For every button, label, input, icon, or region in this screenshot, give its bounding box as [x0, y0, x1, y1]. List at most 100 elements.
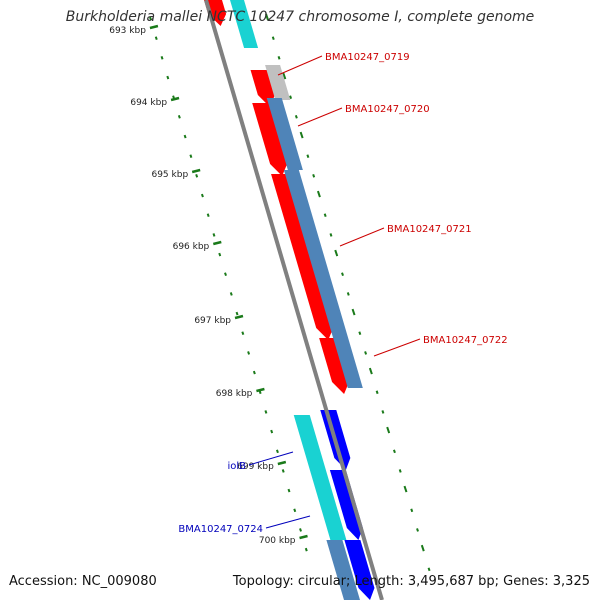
outer-tick: [410, 508, 414, 513]
cds-cyan: [230, 0, 259, 48]
outer-tick: [289, 95, 293, 100]
cds-steel: [283, 170, 363, 388]
ruler-minor-tick: [195, 174, 199, 178]
ruler-major-tick: [191, 168, 201, 174]
outer-tick: [427, 567, 431, 572]
outer-tick: [386, 426, 391, 434]
outer-tick: [351, 308, 356, 316]
ruler-minor-tick: [177, 115, 181, 119]
outer-tick: [294, 115, 298, 119]
outer-tick: [299, 131, 304, 139]
ruler-minor-tick: [235, 311, 239, 316]
backbone-line: [204, 0, 384, 600]
ruler-minor-tick: [304, 547, 308, 552]
ruler-label: 699 kbp: [237, 462, 274, 472]
ruler-minor-tick: [252, 370, 256, 375]
ruler-label: 695 kbp: [151, 170, 188, 180]
ruler-major-tick: [234, 314, 244, 320]
ruler-label: 696 kbp: [173, 242, 210, 252]
ruler-minor-tick: [200, 193, 204, 198]
ruler-label: 693 kbp: [109, 26, 146, 36]
ruler-minor-tick: [275, 449, 279, 454]
ruler-minor-tick: [241, 331, 245, 336]
ruler-major-tick: [256, 387, 265, 393]
outer-tick: [265, 13, 269, 21]
accession-text: Accession: NC_009080: [9, 574, 157, 589]
ruler-minor-tick: [247, 351, 251, 355]
gene-forward-red: [250, 70, 275, 107]
cds-cyan: [293, 415, 347, 540]
outer-tick: [375, 390, 379, 395]
outer-tick: [346, 292, 350, 296]
ruler-minor-tick: [270, 429, 274, 434]
gene-label-BMA10247_0719[interactable]: BMA10247_0719: [325, 52, 410, 63]
gene-label-BMA10247_0720[interactable]: BMA10247_0720: [345, 104, 430, 115]
ruler-minor-tick: [189, 154, 193, 159]
outer-tick: [358, 331, 362, 336]
cds-grey: [265, 65, 291, 100]
outer-tick: [392, 449, 396, 454]
outer-tick: [316, 190, 321, 198]
outer-tick: [323, 213, 327, 218]
outer-tick: [334, 249, 339, 257]
ruler-major-tick: [299, 534, 308, 540]
callout-line: [248, 451, 294, 466]
outer-tick: [271, 36, 275, 40]
ruler-minor-tick: [149, 16, 152, 21]
outer-tick: [368, 367, 373, 375]
outer-tick: [329, 233, 333, 237]
ruler-minor-tick: [154, 36, 158, 40]
gene-forward-red: [319, 338, 350, 394]
gene-label-BMA10247_0722[interactable]: BMA10247_0722: [423, 335, 508, 346]
gene-features: [204, 0, 375, 600]
ruler-minor-tick: [183, 134, 187, 139]
outer-ticks: [265, 13, 431, 572]
outer-tick: [306, 154, 310, 159]
outer-tick: [420, 544, 425, 552]
gene-callouts: BMA10247_0719 BMA10247_0720 BMA10247_0721 B…: [178, 52, 507, 535]
ruler-minor-tick: [160, 56, 164, 60]
outer-tick: [341, 272, 344, 277]
cds-steel: [326, 540, 360, 600]
ruler-minor-tick: [166, 75, 170, 80]
gene-forward-red: [271, 174, 334, 340]
callout-line: [297, 107, 343, 127]
ruler-minor-tick: [299, 528, 302, 532]
outer-tick: [381, 410, 385, 414]
ruler-major-tick: [212, 240, 222, 246]
outer-tick: [364, 351, 368, 355]
gene-reverse-blue: [344, 540, 375, 600]
summary-text: Topology: circular; Length: 3,495,687 bp…: [232, 574, 590, 589]
ruler-minor-tick: [293, 508, 297, 513]
gene-forward-red: [252, 103, 288, 176]
outer-tick: [312, 174, 316, 178]
outer-tick: [277, 56, 281, 60]
minor-ticks: [149, 16, 308, 552]
gene-label-iolB[interactable]: iolB: [227, 461, 246, 472]
gene-label-BMA10247_0721[interactable]: BMA10247_0721: [387, 224, 472, 235]
ruler-minor-tick: [287, 488, 291, 493]
ruler-major-tick: [170, 96, 180, 102]
callout-line: [373, 338, 421, 357]
cds-steel: [266, 98, 303, 170]
outer-tick: [416, 528, 419, 532]
ruler-label: 700 kbp: [259, 536, 296, 546]
ruler-minor-tick: [212, 233, 216, 237]
ruler-minor-tick: [206, 213, 210, 218]
ruler-label: 697 kbp: [194, 316, 231, 326]
ruler-major-tick: [277, 460, 287, 466]
callout-line: [339, 227, 385, 247]
ruler-minor-tick: [281, 469, 285, 473]
ruler-minor-tick: [229, 292, 233, 296]
outer-tick: [398, 469, 402, 473]
callout-line: [265, 515, 311, 529]
ruler-major-tick: [149, 24, 159, 30]
ruler-label: 694 kbp: [130, 98, 167, 108]
gene-label-BMA10247_0724[interactable]: BMA10247_0724: [178, 524, 263, 535]
ruler-label: 698 kbp: [216, 389, 253, 399]
ruler-minor-tick: [264, 410, 268, 414]
ruler-minor-tick: [224, 272, 227, 277]
genome-title: Burkholderia mallei NCTC 10247 chromosom…: [65, 9, 535, 25]
callout-line: [277, 55, 323, 76]
